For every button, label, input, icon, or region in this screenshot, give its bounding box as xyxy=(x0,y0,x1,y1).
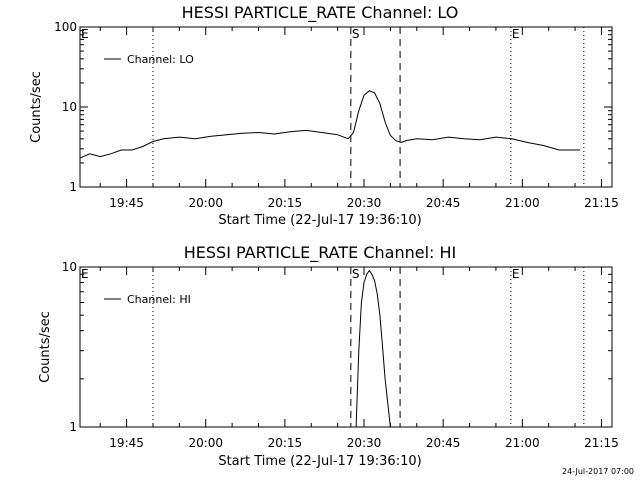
y-tick-label: 1 xyxy=(69,180,77,194)
y-tick-label: 1 xyxy=(69,420,77,434)
x-axis-label: Start Time (22-Jul-17 19:36:10) xyxy=(218,454,421,469)
y-tick-label: 10 xyxy=(62,260,77,274)
legend-label: Channel: LO xyxy=(127,53,194,66)
y-tick-label: 10 xyxy=(62,100,77,114)
x-tick-label: 20:30 xyxy=(347,436,382,450)
x-tick-label: 20:15 xyxy=(268,196,303,210)
x-tick-label: 19:45 xyxy=(109,436,144,450)
x-tick-label: 21:15 xyxy=(584,436,619,450)
x-tick-label: 21:00 xyxy=(505,196,540,210)
x-tick-label: 21:15 xyxy=(584,196,619,210)
plot-frame xyxy=(79,266,613,428)
y-axis-label: Counts/sec xyxy=(29,71,44,143)
x-axis-label: Start Time (22-Jul-17 19:36:10) xyxy=(218,213,421,228)
x-tick-label: 20:45 xyxy=(426,436,461,450)
x-tick-label: 20:15 xyxy=(268,436,303,450)
marker-label: E xyxy=(512,27,520,41)
marker-label: S xyxy=(352,27,360,41)
chart-title: HESSI PARTICLE_RATE Channel: HI xyxy=(184,243,457,263)
x-tick-label: 20:00 xyxy=(188,196,223,210)
chart-title: HESSI PARTICLE_RATE Channel: LO xyxy=(182,3,459,23)
x-tick-label: 20:00 xyxy=(188,436,223,450)
series-line xyxy=(79,90,581,159)
x-tick-label: 20:30 xyxy=(347,196,382,210)
y-axis-label: Counts/sec xyxy=(38,311,53,383)
marker-label: E xyxy=(512,267,520,281)
x-tick-label: 21:00 xyxy=(505,436,540,450)
generation-timestamp: 24-Jul-2017 07:00 xyxy=(561,467,634,476)
marker-label: E xyxy=(81,267,89,281)
marker-label: S xyxy=(352,267,360,281)
series-line xyxy=(355,269,391,428)
marker-label: E xyxy=(81,27,89,41)
plot-frame xyxy=(79,26,613,188)
x-tick-label: 19:45 xyxy=(109,196,144,210)
legend-label: Channel: HI xyxy=(127,293,191,306)
y-tick-label: 100 xyxy=(54,20,77,34)
x-tick-label: 20:45 xyxy=(426,196,461,210)
